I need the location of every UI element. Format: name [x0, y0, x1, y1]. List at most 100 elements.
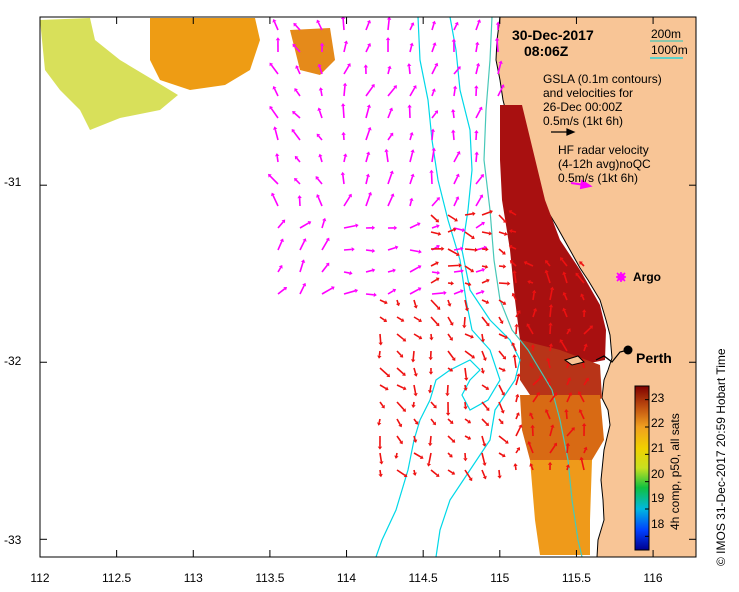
gsla-arrow [409, 173, 415, 185]
gsla-arrow [365, 191, 373, 207]
hf-arrow [430, 277, 440, 284]
gsla-arrow [297, 195, 302, 207]
perth-marker [623, 345, 633, 355]
gsla-arrow [295, 65, 301, 75]
gsla-arrow [365, 173, 370, 185]
hf-arrow [428, 435, 433, 447]
hf-arrow [464, 247, 478, 253]
gsla-arrow [453, 21, 459, 31]
gsla-arrow [431, 224, 440, 229]
hf-arrow [464, 333, 474, 339]
hf-arrow [427, 384, 433, 394]
gsla-arrow [409, 85, 417, 97]
hf-arrow [430, 299, 441, 310]
gsla-arrow [409, 197, 414, 207]
gsla-arrow [343, 63, 351, 75]
perth-label: Perth [636, 350, 672, 366]
hf-arrow [481, 384, 490, 390]
x-tick-114: 114 [336, 571, 357, 585]
hf-arrow [430, 261, 439, 267]
hf-arrow [481, 435, 487, 447]
gsla-arrow [343, 270, 353, 276]
gsla-arrow [317, 63, 323, 75]
hf-arrow [413, 384, 418, 397]
hf-arrow [430, 469, 440, 477]
hf-arrow [377, 350, 382, 359]
hf-arrow [526, 323, 534, 335]
gsla-arrow [495, 21, 501, 31]
hf-arrow [532, 308, 538, 318]
gsla-arrow [272, 86, 279, 97]
hf-arrow [497, 469, 502, 479]
hf-arrow [515, 424, 523, 437]
gsla-arrow [387, 225, 398, 231]
hf-arrow [566, 392, 573, 403]
hf-arrow [428, 350, 433, 361]
hf-arrow [498, 452, 506, 458]
hf-arrow [462, 316, 467, 329]
hf-arrow [530, 344, 536, 352]
x-tick-115.5: 115.5 [561, 571, 591, 585]
hf-arrow [498, 264, 507, 269]
hf-arrow [379, 367, 391, 378]
legend-hf-arrow [570, 179, 593, 190]
gsla-arrow [431, 88, 436, 97]
hf-arrow [481, 316, 490, 327]
gsla-arrow [316, 133, 323, 141]
gsla-arrow [269, 105, 279, 119]
gsla-arrow [407, 104, 412, 119]
hf-arrow [498, 333, 509, 339]
hf-arrow [413, 367, 418, 377]
sst-patch-shelf-south [530, 460, 592, 555]
sst-patch-northwest [40, 18, 178, 130]
gsla-arrow [475, 289, 485, 295]
hf-arrow [511, 292, 517, 301]
gsla-arrow [365, 43, 372, 53]
legend-gsla-line2: and velocities for [543, 86, 634, 100]
gsla-arrow [387, 245, 399, 251]
gsla-arrow [475, 19, 481, 31]
hf-arrow [464, 418, 472, 424]
hf-arrow [565, 442, 571, 454]
x-tick-116: 116 [643, 571, 663, 585]
gsla-arrow [294, 88, 301, 97]
gsla-arrow [268, 173, 279, 185]
gsla-arrow [475, 173, 484, 185]
hf-arrow [566, 427, 575, 437]
hf-arrow [529, 412, 534, 420]
hf-arrow [378, 333, 383, 346]
hf-arrow [577, 391, 585, 403]
gsla-arrow [321, 237, 330, 251]
hf-arrow [447, 452, 453, 458]
x-tick-113: 113 [183, 571, 203, 585]
hf-arrow [562, 307, 568, 318]
sst-patch-north2 [290, 28, 335, 75]
x-tick-114.5: 114.5 [408, 571, 438, 585]
hf-arrow [515, 447, 521, 454]
gsla-arrow [299, 221, 312, 229]
hf-arrow [396, 418, 403, 428]
hf-arrow [509, 228, 517, 234]
hf-arrow [566, 377, 572, 386]
gsla-arrow [453, 289, 464, 295]
hf-arrow [396, 401, 406, 412]
hf-arrow [411, 401, 416, 408]
hf-arrow [546, 377, 552, 386]
gsla-arrow [321, 286, 335, 295]
hf-arrow [447, 316, 454, 326]
hf-arrow [498, 367, 506, 372]
gsla-arrow [341, 131, 346, 141]
gsla-arrow [299, 259, 306, 273]
hf-arrow [532, 392, 540, 403]
hf-arrow [508, 210, 517, 216]
gsla-arrow [318, 153, 323, 163]
y-tick-32: -32 [4, 354, 22, 368]
gsla-arrow [409, 249, 422, 254]
gsla-arrow [299, 282, 307, 295]
hf-arrow [498, 231, 508, 236]
hf-arrow [447, 281, 455, 286]
gsla-arrow [409, 149, 415, 163]
gsla-arrow [451, 38, 457, 53]
gsla-arrow [430, 128, 436, 141]
gsla-arrow [474, 151, 479, 163]
